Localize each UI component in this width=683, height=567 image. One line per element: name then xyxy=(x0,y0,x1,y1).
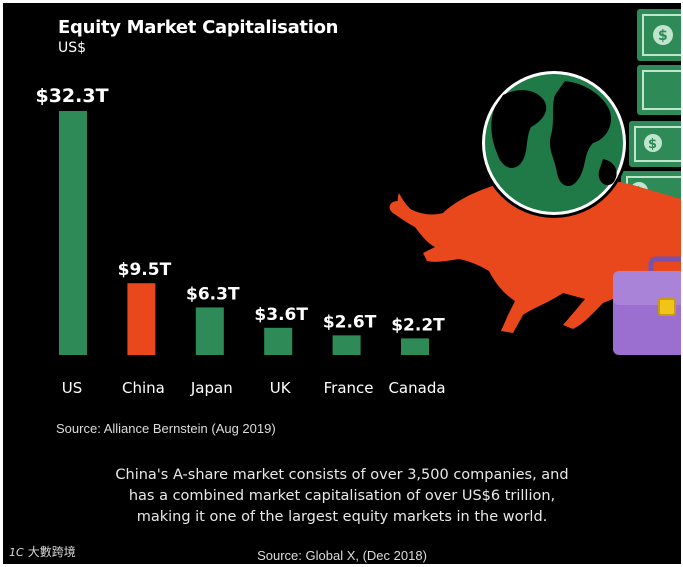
bar-chart: $32.3T US $9.5T China $6.3T Japan $3.6T UK $2.6T… xyxy=(35,85,445,397)
note-line: making it one of the largest equity mark… xyxy=(136,509,548,525)
value-label: $2.6T xyxy=(323,312,377,332)
illustration: $ $ $ xyxy=(389,9,681,355)
bar-us xyxy=(59,111,87,355)
chart-unit: US$ xyxy=(58,40,87,56)
note-line: China's A-share market consists of over … xyxy=(115,467,569,483)
source-alliance-bernstein: Source: Alliance Bernstein (Aug 2019) xyxy=(56,421,276,436)
bull-icon xyxy=(389,176,681,333)
banknote-icon: $ $ $ xyxy=(621,9,681,211)
note-line: has a combined market capitalisation of … xyxy=(128,488,556,504)
category-label: Japan xyxy=(190,379,233,397)
watermark-text: 大數跨境 xyxy=(27,545,76,559)
value-label: $6.3T xyxy=(186,284,240,304)
chart-title: Equity Market Capitalisation xyxy=(58,17,339,38)
category-label: Canada xyxy=(388,379,445,397)
bar-france xyxy=(332,335,361,355)
infographic-panel: Equity Market Capitalisation US$ $32.3T U… xyxy=(3,3,681,564)
watermark-logo: 1C xyxy=(9,546,24,559)
value-label: $3.6T xyxy=(254,305,308,325)
source-global-x: Source: Global X, (Dec 2018) xyxy=(257,548,427,563)
svg-text:$: $ xyxy=(648,137,657,152)
globe-icon xyxy=(479,68,629,218)
bar-japan xyxy=(195,307,224,355)
watermark: 1C 大數跨境 xyxy=(9,543,76,560)
value-label: $2.2T xyxy=(391,315,445,335)
category-label: US xyxy=(62,379,83,397)
value-label: $9.5T xyxy=(118,260,172,280)
description-note: China's A-share market consists of over … xyxy=(3,465,681,528)
bar-china xyxy=(127,283,156,355)
bar-canada xyxy=(401,338,429,355)
category-label: UK xyxy=(270,379,292,397)
bar-uk xyxy=(264,327,293,355)
value-label: $32.3T xyxy=(35,85,108,107)
category-label: China xyxy=(122,379,165,397)
svg-text:$: $ xyxy=(658,28,668,44)
category-label: France xyxy=(324,379,374,397)
briefcase-icon xyxy=(613,256,681,355)
